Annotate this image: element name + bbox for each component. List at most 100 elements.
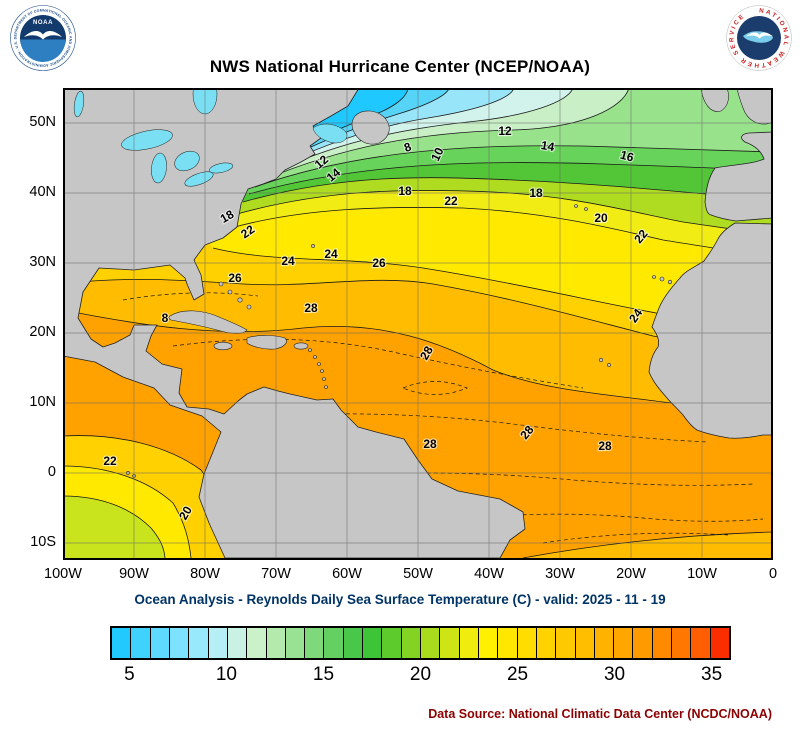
colorbar-tick-label: 15	[312, 664, 335, 685]
colorbar-tick-label: 25	[506, 664, 529, 685]
colorbar-cell	[150, 628, 170, 658]
x-tick-label: 40W	[474, 566, 504, 582]
colorbar-cell	[305, 628, 325, 658]
colorbar-cell	[652, 628, 673, 658]
colorbar-cell	[440, 628, 460, 658]
contour-label: 24	[281, 254, 295, 268]
colorbar-cell	[672, 628, 692, 658]
land-puerto-rico	[293, 342, 309, 350]
colorbar-tick-label: 35	[701, 664, 723, 685]
colorbar-cell	[131, 628, 151, 658]
land-cuba	[168, 310, 248, 334]
land-newfoundland	[351, 110, 390, 145]
x-tick-label: 60W	[332, 566, 362, 582]
colorbar-cell	[169, 628, 190, 658]
lake-ontario	[208, 162, 234, 174]
colorbar-cell	[517, 628, 537, 658]
gulf-of-st-lawrence	[312, 123, 348, 144]
noaa-logo-label: NOAA	[33, 20, 53, 26]
colorbar-tick-label: 10	[215, 664, 238, 685]
colorbar-cell	[478, 628, 499, 658]
x-tick-label: 70W	[261, 566, 291, 582]
colorbar-cell	[324, 628, 344, 658]
contour-label: 16	[619, 148, 636, 165]
y-tick-label: 40N	[29, 184, 56, 200]
seagull-icon	[746, 32, 773, 39]
colorbar-cell	[633, 628, 653, 658]
x-tick-label: 10W	[687, 566, 717, 582]
contour-label: 22	[444, 194, 458, 208]
colorbar-cell	[421, 628, 441, 658]
colorbar-tick-label: 30	[603, 664, 626, 685]
x-tick-label: 90W	[119, 566, 149, 582]
y-tick-label: 50N	[29, 114, 56, 130]
colorbar-cell	[556, 628, 576, 658]
contour-label: 20	[594, 211, 608, 225]
land-africa	[648, 222, 773, 439]
map-area: 12 8 10 14 16 12 14 18 18 22 20 22 18 22 24 24 26 26 24 28 8…	[63, 88, 773, 560]
noaa-logo: NATIONAL OCEANIC AND ATMOSPHERIC ADMINIS…	[10, 5, 76, 71]
colorbar	[110, 626, 731, 660]
contour-label: 22	[103, 454, 117, 468]
colorbar-cell	[285, 628, 306, 658]
x-tick-label: 30W	[545, 566, 575, 582]
colorbar-tick-label: 20	[409, 664, 432, 685]
y-tick-label: 10S	[30, 534, 56, 550]
colorbar-cell	[382, 628, 402, 658]
grid-lines	[63, 88, 773, 560]
y-tick-label: 30N	[29, 254, 56, 270]
small-islands	[126, 204, 673, 478]
colorbar-tick-label: 5	[124, 664, 135, 685]
colorbar-cell	[594, 628, 615, 658]
land-iberia-france	[704, 131, 773, 222]
y-tick-label: 0	[47, 464, 56, 480]
contour-label: 24	[324, 247, 338, 261]
x-tick-label: 80W	[190, 566, 220, 582]
contour-label: 18	[529, 186, 543, 200]
colorbar-cell	[691, 628, 711, 658]
lake-winnipeg	[73, 90, 85, 118]
x-tick-label: 50W	[403, 566, 433, 582]
colorbar-cell	[575, 628, 595, 658]
x-tick-label: 20W	[616, 566, 646, 582]
colorbar-cell	[343, 628, 364, 658]
colorbar-cell	[363, 628, 383, 658]
map-caption: Ocean Analysis - Reynolds Daily Sea Surf…	[134, 592, 666, 607]
data-source: Data Source: National Climatic Data Cent…	[428, 707, 772, 721]
land-masses	[63, 88, 773, 559]
colorbar-cell	[401, 628, 421, 658]
colorbar-cell	[266, 628, 286, 658]
y-tick-label: 20N	[29, 324, 56, 340]
land-ireland	[700, 88, 729, 112]
contour-label: 26	[372, 256, 386, 270]
colorbar-cell	[710, 628, 729, 658]
noaa-emblem-sea	[20, 39, 66, 62]
lake-erie	[184, 171, 214, 187]
colorbar-cell	[459, 628, 479, 658]
contour-label: 28	[598, 439, 612, 453]
contour-label: 28	[304, 301, 318, 315]
x-tick-label: 0	[768, 566, 778, 582]
colorbar-cell	[498, 628, 518, 658]
lake-michigan	[151, 152, 167, 184]
page-title: NWS National Hurricane Center (NCEP/NOAA…	[209, 57, 591, 76]
colorbar-cell	[112, 628, 132, 658]
colorbar-cell	[614, 628, 634, 658]
contour-label: 28	[423, 437, 437, 451]
contour-label: 18	[398, 184, 412, 198]
land-hispaniola	[246, 335, 287, 350]
y-tick-label: 10N	[29, 394, 56, 410]
contour-label: 26	[228, 271, 242, 285]
seagull-icon	[24, 31, 62, 40]
colorbar-cell	[227, 628, 248, 658]
land-jamaica	[213, 341, 233, 351]
colorbar-cell	[536, 628, 557, 658]
x-tick-label: 100W	[44, 566, 82, 582]
nws-logo: NATIONAL WEATHER SERVICE	[726, 5, 792, 71]
contour-label: 8	[162, 311, 169, 325]
colorbar-cell	[189, 628, 209, 658]
colorbar-cell	[208, 628, 228, 658]
